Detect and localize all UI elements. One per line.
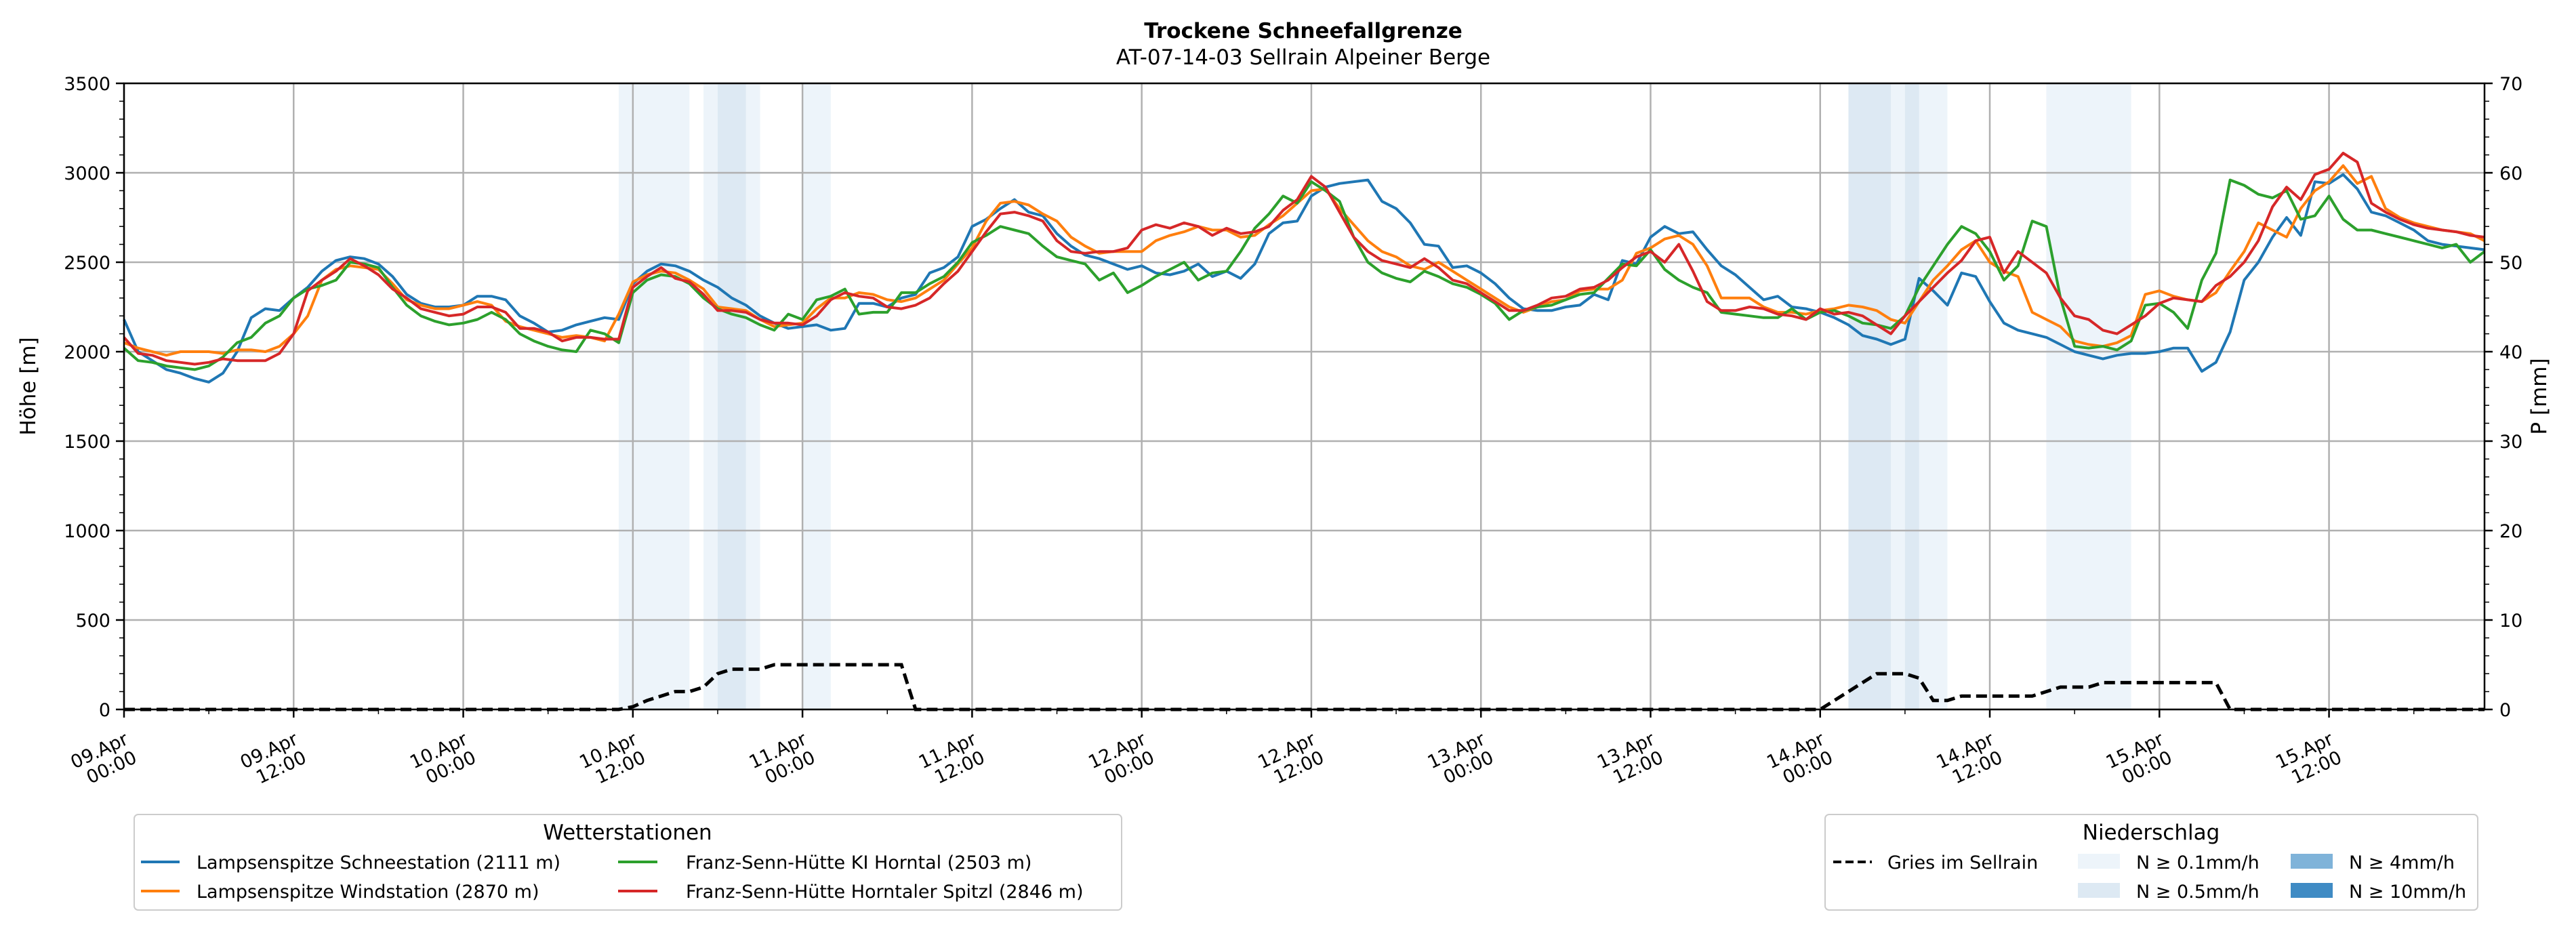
chart-title: Trockene Schneefallgrenze bbox=[1144, 19, 1463, 43]
legend-item-band-1: N ≥ 0.1mm/h bbox=[2136, 852, 2260, 873]
precip-band bbox=[1904, 83, 1919, 709]
legend-stations: Wetterstationen Lampsenspitze Schneestat… bbox=[134, 814, 1122, 911]
y-tick-label: 1000 bbox=[64, 521, 110, 542]
series-line-4 bbox=[123, 152, 2485, 366]
y-tick-label: 3000 bbox=[64, 163, 110, 184]
x-tick-label: 11.Apr12:00 bbox=[916, 728, 989, 792]
plot-frame bbox=[123, 82, 2486, 711]
y-axis-label-right: P [mm] bbox=[2527, 358, 2552, 434]
legend-stations-title: Wetterstationen bbox=[543, 821, 712, 845]
y-tick-label: 0 bbox=[99, 700, 110, 721]
legend-item-band-3: N ≥ 4mm/h bbox=[2349, 852, 2455, 873]
precip-line-gries bbox=[124, 663, 2485, 711]
y-tick-label: 2500 bbox=[64, 253, 110, 274]
precip-band bbox=[618, 83, 690, 709]
y-tick-label: 2000 bbox=[64, 342, 110, 363]
legend-item-band-4: N ≥ 10mm/h bbox=[2349, 882, 2466, 903]
precip-band bbox=[1919, 83, 1948, 709]
legend-swatch-band-2 bbox=[2078, 883, 2120, 898]
precip-bands bbox=[618, 83, 2131, 709]
x-tick-label: 11.Apr00:00 bbox=[746, 728, 819, 792]
x-tick-label: 10.Apr00:00 bbox=[407, 728, 480, 792]
legend-item-station-1: Lampsenspitze Schneestation (2111 m) bbox=[197, 852, 560, 873]
x-tick-label: 12.Apr12:00 bbox=[1255, 728, 1328, 792]
series-line-1 bbox=[123, 173, 2485, 384]
legend-item-band-2: N ≥ 0.5mm/h bbox=[2136, 882, 2260, 903]
x-tick-label: 09.Apr12:00 bbox=[237, 728, 310, 792]
x-tick-label: 14.Apr12:00 bbox=[1934, 728, 2007, 792]
x-tick-label: 09.Apr00:00 bbox=[68, 728, 141, 792]
x-tick-label: 13.Apr12:00 bbox=[1594, 728, 1667, 792]
y-axis-label: Höhe [m] bbox=[16, 337, 41, 435]
y-right-tick-label: 60 bbox=[2499, 163, 2522, 184]
series-lines bbox=[123, 152, 2486, 711]
precip-band bbox=[802, 83, 831, 709]
y-tick-label: 500 bbox=[75, 611, 110, 632]
precip-band bbox=[1848, 83, 1892, 709]
legend-swatch-band-4 bbox=[2291, 883, 2333, 898]
y-right-tick-label: 70 bbox=[2499, 74, 2522, 95]
legend-item-station-2: Lampsenspitze Windstation (2870 m) bbox=[197, 882, 539, 903]
y-right-tick-label: 0 bbox=[2499, 700, 2511, 721]
x-tick-label: 14.Apr00:00 bbox=[1763, 728, 1837, 792]
precip-band bbox=[1891, 83, 1905, 709]
legend-precip-title: Niederschlag bbox=[2083, 821, 2220, 845]
legend-swatch-band-3 bbox=[2291, 854, 2333, 869]
y-right-tick-label: 50 bbox=[2499, 253, 2522, 274]
precip-band bbox=[717, 83, 746, 709]
y-right-tick-label: 20 bbox=[2499, 521, 2522, 542]
legend-item-station-4: Franz-Senn-Hütte Horntaler Spitzl (2846 … bbox=[686, 882, 1084, 903]
precip-band bbox=[2046, 83, 2131, 709]
x-tick-label: 12.Apr00:00 bbox=[1085, 728, 1158, 792]
precip-band bbox=[703, 83, 718, 709]
legend-item-station-3: Franz-Senn-Hütte KI Horntal (2503 m) bbox=[686, 852, 1031, 873]
legend-swatch-band-1 bbox=[2078, 854, 2120, 869]
y-right-tick-label: 30 bbox=[2499, 432, 2522, 453]
x-tick-label: 10.Apr12:00 bbox=[576, 728, 649, 792]
y-right-tick-label: 10 bbox=[2499, 611, 2522, 632]
y-right-tick-label: 40 bbox=[2499, 342, 2522, 363]
precip-band bbox=[745, 83, 760, 709]
legend-precipitation: Niederschlag Gries im Sellrain N ≥ 0.1mm… bbox=[1824, 814, 2478, 911]
x-tick-label: 15.Apr12:00 bbox=[2272, 728, 2346, 792]
y-tick-label: 1500 bbox=[64, 432, 110, 453]
x-tick-label: 15.Apr00:00 bbox=[2103, 728, 2176, 792]
series-line-3 bbox=[123, 178, 2486, 371]
x-tick-label: 13.Apr00:00 bbox=[1425, 728, 1498, 792]
legend-item-gries: Gries im Sellrain bbox=[1887, 852, 2038, 873]
y-tick-label: 3500 bbox=[64, 74, 110, 95]
chart-subtitle: AT-07-14-03 Sellrain Alpeiner Berge bbox=[1116, 45, 1490, 70]
